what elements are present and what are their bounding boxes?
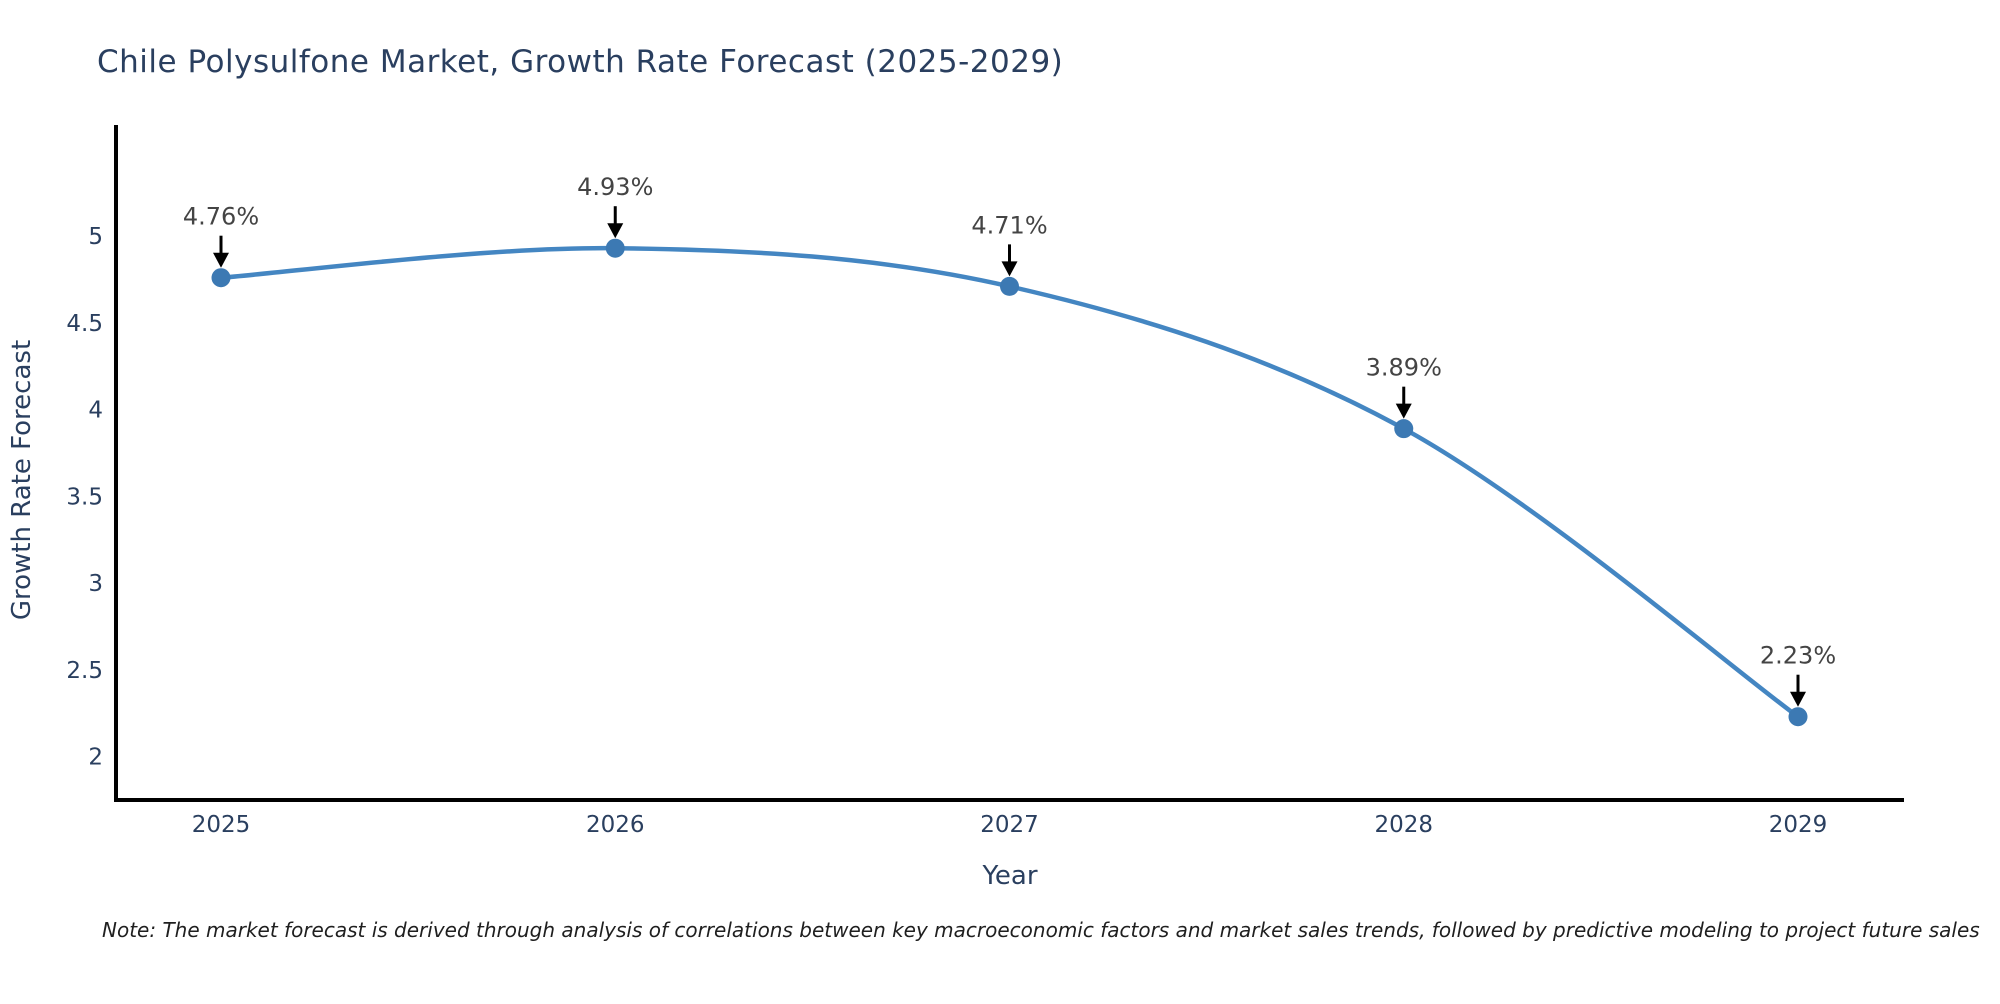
forecast-line	[218, 245, 1801, 719]
annotation-arrowhead	[213, 252, 229, 268]
annotation-arrowhead	[607, 223, 624, 239]
y-tick-label: 2	[88, 745, 103, 771]
x-tick-label: 2029	[1769, 812, 1828, 838]
y-tick-label: 3	[88, 571, 103, 597]
x-axis-title: Year	[981, 861, 1037, 891]
data-point-marker	[1000, 276, 1019, 296]
chart-title: Chile Polysulfone Market, Growth Rate Fo…	[97, 44, 1064, 80]
point-annotations: 4.76% 4.93% 4.71% 3.89% 2.23%	[183, 173, 1836, 707]
annotation-label: 4.93%	[577, 173, 653, 201]
annotation-arrowhead	[1790, 691, 1806, 707]
data-point-marker	[1394, 419, 1414, 439]
annotation-label: 3.89%	[1366, 354, 1442, 382]
data-point-marker	[1788, 707, 1808, 727]
x-tick-label: 2028	[1374, 812, 1433, 838]
footnote: Note: The market forecast is derived thr…	[102, 918, 1980, 942]
x-tick-label: 2025	[192, 812, 251, 838]
y-axis-ticks: 2 2.5 3 3.5 4 4.5 5	[66, 224, 103, 771]
y-tick-label: 4	[88, 398, 103, 424]
x-axis-ticks: 2025 2026 2027 2028 2029	[192, 812, 1828, 838]
annotation-arrowhead	[1001, 261, 1018, 277]
annotation-arrowhead	[1395, 403, 1412, 419]
x-tick-label: 2026	[586, 812, 645, 838]
data-point-marker	[605, 238, 625, 258]
x-tick-label: 2027	[980, 812, 1039, 838]
y-tick-label: 3.5	[66, 484, 103, 510]
y-tick-label: 2.5	[66, 658, 103, 684]
y-axis-title: Growth Rate Forecast	[7, 340, 37, 620]
annotation-label: 4.76%	[183, 203, 259, 231]
data-point-marker	[211, 268, 231, 288]
annotation-label: 2.23%	[1760, 642, 1836, 670]
y-tick-label: 5	[88, 224, 103, 250]
data-point-markers	[211, 238, 1808, 727]
y-tick-label: 4.5	[66, 311, 103, 337]
annotation-label: 4.71%	[971, 211, 1047, 239]
